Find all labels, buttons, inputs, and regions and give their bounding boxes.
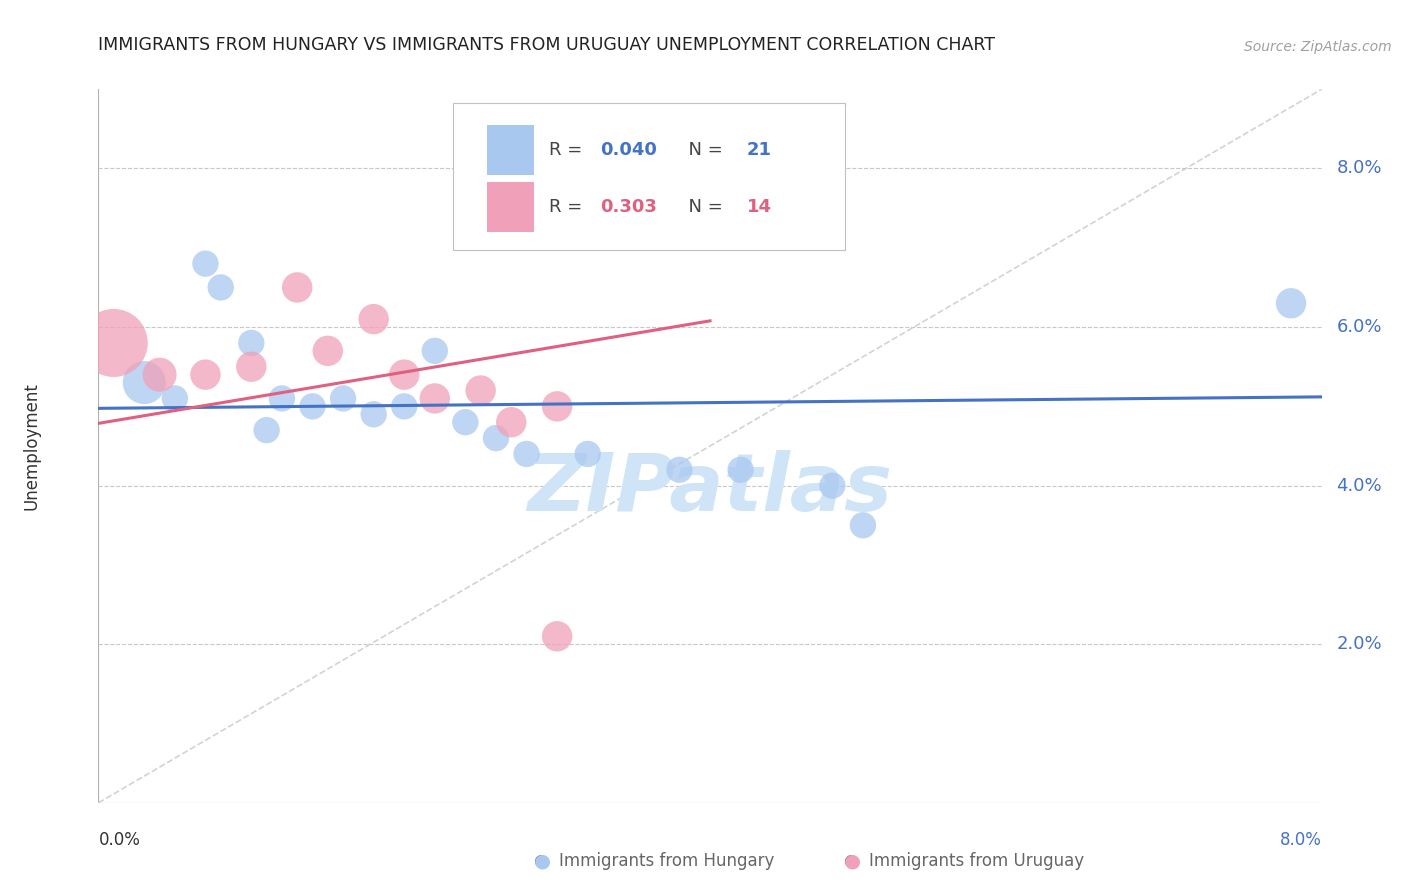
Point [516, 447, 538, 461]
Point [546, 400, 568, 414]
FancyBboxPatch shape [488, 182, 534, 232]
Point [821, 478, 844, 492]
Text: 0.040: 0.040 [600, 141, 657, 159]
Text: 0.0%: 0.0% [98, 831, 141, 849]
Text: 8.0%: 8.0% [1336, 160, 1382, 178]
Text: Unemployment: Unemployment [22, 382, 41, 510]
Text: ●: ● [534, 851, 551, 871]
Point [363, 407, 385, 421]
Point [1279, 296, 1302, 310]
Text: 0.303: 0.303 [600, 198, 657, 216]
Point [194, 368, 217, 382]
Point [134, 376, 156, 390]
Point [256, 423, 278, 437]
Text: 4.0%: 4.0% [1336, 476, 1382, 495]
Point [546, 629, 568, 643]
Text: R =: R = [548, 141, 588, 159]
Text: 2.0%: 2.0% [1336, 635, 1382, 653]
FancyBboxPatch shape [488, 125, 534, 175]
Point [332, 392, 354, 406]
Point [501, 415, 523, 429]
Point [454, 415, 477, 429]
Point [576, 447, 599, 461]
Text: Source: ZipAtlas.com: Source: ZipAtlas.com [1244, 39, 1392, 54]
Point [423, 343, 446, 358]
Text: IMMIGRANTS FROM HUNGARY VS IMMIGRANTS FROM URUGUAY UNEMPLOYMENT CORRELATION CHAR: IMMIGRANTS FROM HUNGARY VS IMMIGRANTS FR… [98, 36, 995, 54]
Point [285, 280, 308, 294]
Text: ●  Immigrants from Uruguay: ● Immigrants from Uruguay [844, 852, 1084, 870]
Point [668, 209, 690, 223]
Text: 6.0%: 6.0% [1336, 318, 1382, 336]
Text: N =: N = [678, 198, 728, 216]
Text: ●: ● [844, 851, 860, 871]
Point [209, 280, 232, 294]
Point [485, 431, 508, 445]
Text: ●  Immigrants from Hungary: ● Immigrants from Hungary [534, 852, 775, 870]
Text: 21: 21 [747, 141, 772, 159]
Point [194, 257, 217, 271]
Point [316, 343, 339, 358]
FancyBboxPatch shape [453, 103, 845, 250]
Point [392, 368, 416, 382]
Text: N =: N = [678, 141, 728, 159]
Text: R =: R = [548, 198, 588, 216]
Point [301, 400, 323, 414]
Text: 8.0%: 8.0% [1279, 831, 1322, 849]
Point [852, 518, 875, 533]
Point [240, 359, 263, 374]
Point [668, 463, 690, 477]
Point [470, 384, 492, 398]
Point [730, 463, 752, 477]
Text: ZIPatlas: ZIPatlas [527, 450, 893, 528]
Point [423, 392, 446, 406]
Point [103, 335, 125, 350]
Text: 14: 14 [747, 198, 772, 216]
Point [270, 392, 294, 406]
Point [392, 400, 416, 414]
Point [363, 312, 385, 326]
Point [163, 392, 186, 406]
Point [240, 335, 263, 350]
Point [149, 368, 172, 382]
